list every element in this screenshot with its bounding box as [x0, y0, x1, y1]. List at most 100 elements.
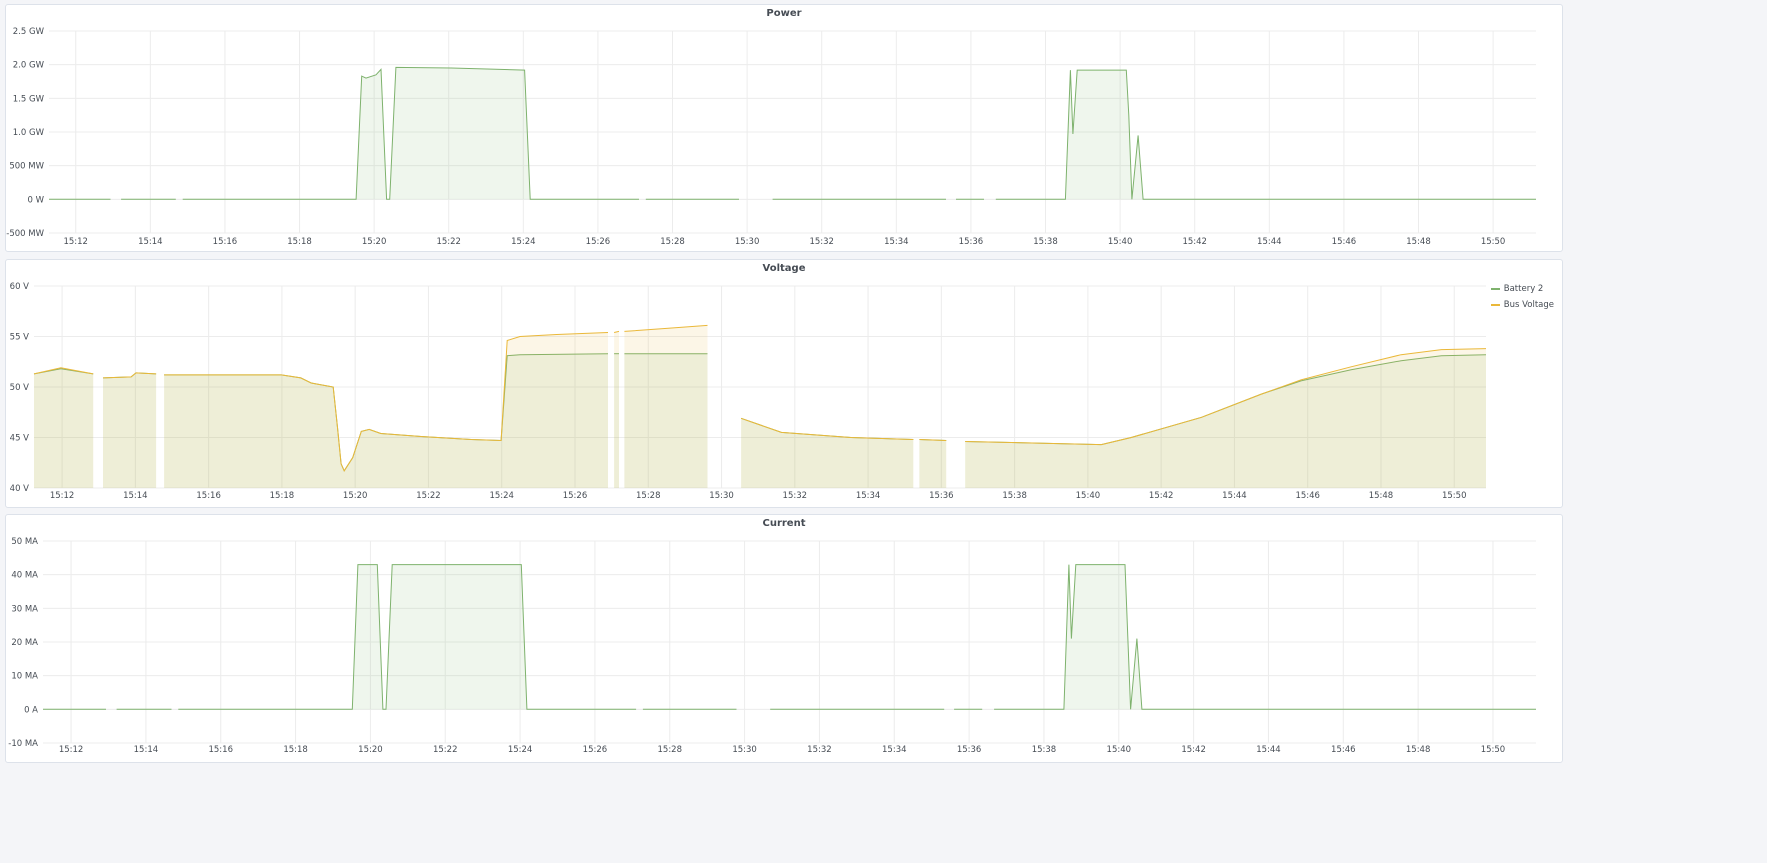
x-tick-label: 15:36 [929, 491, 954, 501]
x-tick-label: 15:50 [1481, 237, 1506, 247]
x-tick-label: 15:30 [732, 745, 757, 755]
series-line [102, 372, 157, 379]
series-area-fill [919, 439, 947, 488]
x-tick-label: 15:24 [511, 237, 536, 247]
current-panel: Current 50 MA 40 MA 30 MA 20 MA 10 MA 0 A -10 … [5, 514, 1563, 763]
series-line [995, 69, 1536, 200]
voltage-panel: Voltage 60 V 55 V 50 V 45 V 40 V 15:12 15:14 15… [5, 259, 1563, 508]
series-area-fill [178, 564, 637, 710]
series-area-fill [182, 67, 639, 200]
series-line [624, 324, 708, 332]
series-area-fill [741, 418, 914, 488]
x-tick-label: 15:48 [1369, 491, 1394, 501]
series-area-fill [741, 418, 914, 488]
x-tick-label: 15:34 [884, 237, 909, 247]
x-tick-label: 15:26 [586, 237, 611, 247]
x-tick-label: 15:22 [436, 237, 461, 247]
x-tick-label: 15:46 [1331, 745, 1356, 755]
legend-label: Bus Voltage [1503, 300, 1554, 310]
series-area-fill [994, 564, 1536, 710]
power-chart[interactable]: 2.5 GW 2.0 GW 1.5 GW 1.0 GW 500 MW 0 W -500 MW… [6, 5, 1562, 251]
x-tick-label: 15:28 [636, 491, 661, 501]
x-tick-label: 15:16 [213, 237, 238, 247]
y-tick-label: 55 V [10, 333, 30, 343]
x-tick-label: 15:20 [343, 491, 368, 501]
x-tick-label: 15:18 [283, 745, 308, 755]
voltage-legend: Battery 2 Bus Voltage [1490, 284, 1554, 316]
power-panel: Power 2.5 GW 2.0 GW 1.5 GW 1.0 GW 500 MW 0 W -… [5, 4, 1563, 252]
x-tick-label: 15:44 [1257, 237, 1282, 247]
legend-item-battery-2[interactable]: Battery 2 [1490, 284, 1554, 294]
series-area-fill [614, 331, 619, 488]
x-tick-label: 15:36 [959, 237, 984, 247]
x-tick-label: 15:28 [660, 237, 685, 247]
x-tick-label: 15:38 [1002, 491, 1027, 501]
x-tick-label: 15:48 [1406, 745, 1431, 755]
series-line [164, 332, 609, 472]
x-tick-label: 15:38 [1032, 745, 1057, 755]
series-line [965, 348, 1487, 446]
x-tick-label: 15:14 [138, 237, 163, 247]
x-tick-label: 15:24 [508, 745, 533, 755]
y-tick-label: 0 A [24, 705, 38, 715]
y-tick-label: 45 V [10, 434, 30, 444]
x-tick-label: 15:24 [489, 491, 514, 501]
x-tick-label: 15:12 [50, 491, 75, 501]
series-area-fill [995, 70, 1536, 200]
series-line [740, 417, 914, 440]
y-tick-label: -500 MW [6, 229, 44, 239]
series-area-fill [103, 372, 157, 488]
x-tick-label: 15:30 [735, 237, 760, 247]
x-tick-label: 15:40 [1108, 237, 1133, 247]
x-tick-label: 15:32 [809, 237, 834, 247]
series-area-fill [34, 368, 94, 488]
x-tick-label: 15:50 [1481, 745, 1506, 755]
series-area-fill [34, 367, 94, 488]
x-tick-label: 15:50 [1442, 491, 1467, 501]
series-area-fill [919, 439, 947, 488]
series-area-fill [103, 372, 157, 488]
voltage-chart[interactable]: 60 V 55 V 50 V 45 V 40 V 15:12 15:14 15:16 15:18… [6, 260, 1562, 507]
x-tick-label: 15:44 [1256, 745, 1281, 755]
y-tick-label: 10 MA [11, 672, 38, 682]
series-line [33, 367, 94, 375]
series-area-fill [164, 353, 608, 488]
x-tick-label: 15:48 [1406, 237, 1431, 247]
x-tick-label: 15:12 [63, 237, 88, 247]
x-tick-label: 15:18 [270, 491, 295, 501]
series-line [178, 564, 637, 710]
x-tick-label: 15:30 [709, 491, 734, 501]
x-tick-label: 15:36 [957, 745, 982, 755]
series-area-fill [965, 354, 1486, 488]
x-tick-label: 15:38 [1033, 237, 1058, 247]
y-tick-label: 30 MA [11, 604, 38, 614]
x-tick-label: 15:34 [856, 491, 881, 501]
series-area-fill [164, 332, 608, 488]
y-tick-label: 500 MW [9, 162, 44, 172]
series-area-fill [624, 325, 708, 488]
series-area-fill [614, 353, 619, 488]
series-area-fill [624, 353, 708, 488]
x-tick-label: 15:28 [658, 745, 683, 755]
x-tick-label: 15:42 [1182, 237, 1207, 247]
series-line [613, 330, 620, 333]
y-tick-label: 2.0 GW [13, 61, 45, 71]
y-tick-label: -10 MA [8, 739, 38, 749]
y-tick-label: 0 W [27, 195, 44, 205]
y-tick-label: 50 V [10, 383, 30, 393]
x-tick-label: 15:32 [807, 745, 832, 755]
x-tick-label: 15:42 [1181, 745, 1206, 755]
x-tick-label: 15:40 [1076, 491, 1101, 501]
legend-swatch [1490, 304, 1500, 306]
x-tick-label: 15:42 [1149, 491, 1174, 501]
x-tick-label: 15:20 [358, 745, 383, 755]
current-chart[interactable]: 50 MA 40 MA 30 MA 20 MA 10 MA 0 A -10 MA 15:12 1… [6, 515, 1562, 762]
x-tick-label: 15:14 [123, 491, 148, 501]
x-tick-label: 15:46 [1332, 237, 1357, 247]
y-tick-label: 1.0 GW [13, 128, 45, 138]
power-title: Power [766, 8, 802, 19]
x-tick-label: 15:16 [208, 745, 233, 755]
legend-item-bus-voltage[interactable]: Bus Voltage [1490, 300, 1554, 310]
y-tick-label: 40 V [10, 484, 30, 494]
x-tick-label: 15:14 [134, 745, 159, 755]
